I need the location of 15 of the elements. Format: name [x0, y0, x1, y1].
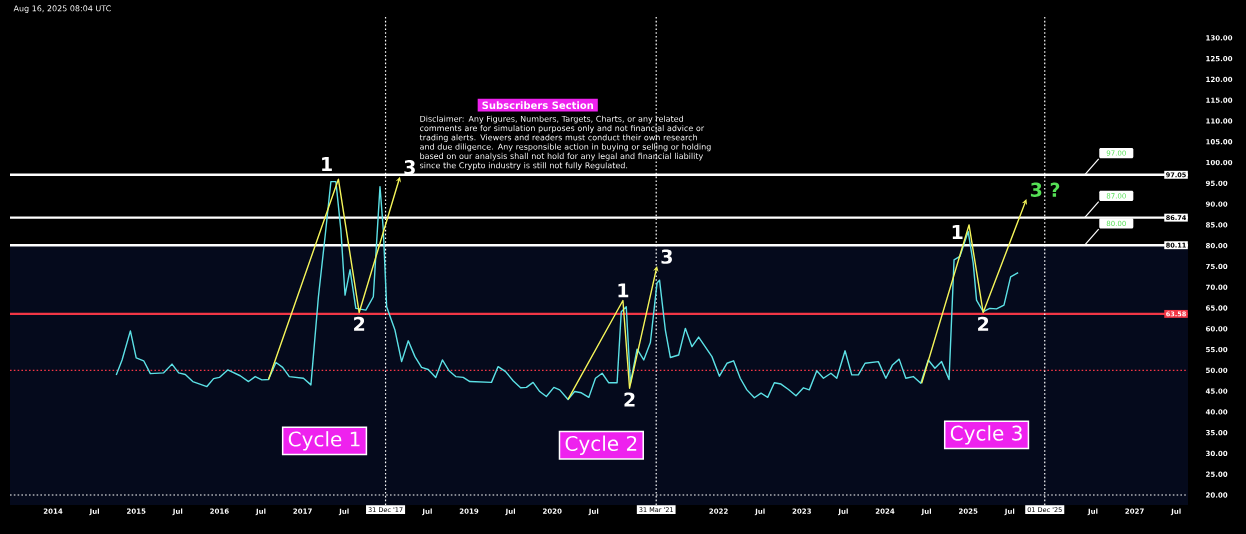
annotation: 2 — [354, 316, 365, 331]
annotation: 1 — [952, 225, 963, 239]
annotation: Cycle 3 — [950, 425, 1022, 445]
annotation: 1 — [322, 157, 332, 171]
annotation: 3 ? — [1030, 182, 1060, 197]
text: Subscribers Section — [482, 101, 594, 110]
annotation: 2 — [978, 316, 989, 331]
annotation: Disclaimer: Any Figures, Numbers, Targets, Charts, or any related comments are for simulation purposes only and not financial advice or trading alerts. Viewers and readers must conduct their own research and due diligence. Any responsible action in buying or selling or holding based on our analysis shall not hold for any legal and financial liability since the Crypto industry is still not fully Regulated. — [419, 115, 711, 170]
annotation: 3 — [404, 160, 415, 175]
annotation: Cycle 2 — [565, 435, 637, 455]
annotation: 3 — [661, 249, 672, 264]
annotation: Cycle 1 — [288, 431, 360, 451]
text: Aug 16, 2025 08:04 UTC — [13, 5, 111, 13]
annotation: 1 — [618, 283, 629, 298]
annotation: 2 — [624, 392, 635, 407]
